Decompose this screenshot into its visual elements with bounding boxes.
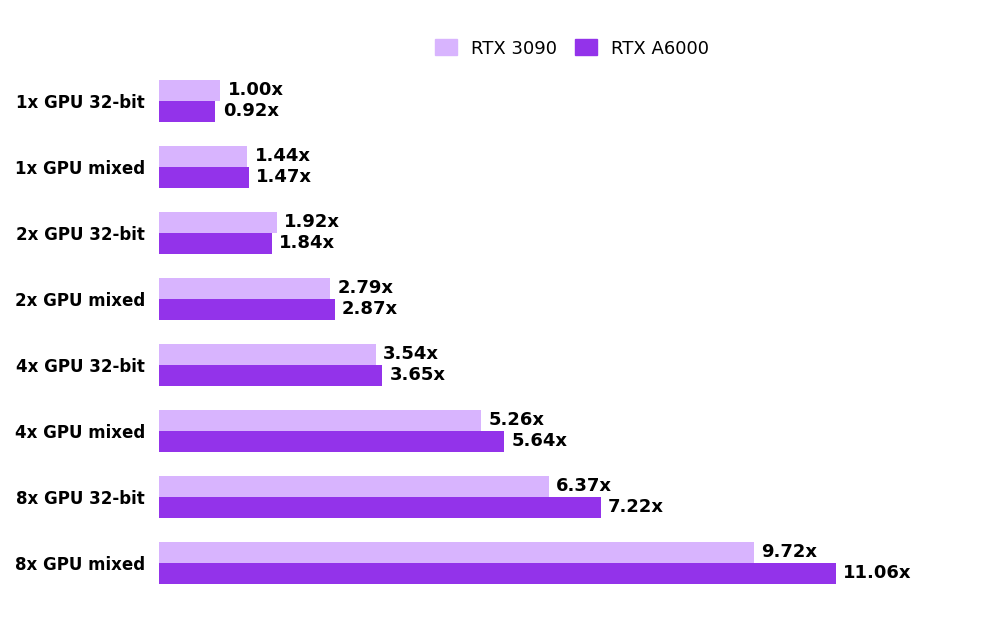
Bar [159,497,601,518]
Bar [159,563,836,584]
Text: 5.26x: 5.26x [488,412,544,429]
Bar [159,476,549,497]
Text: 11.06x: 11.06x [843,564,912,582]
Text: 5.64x: 5.64x [512,433,568,450]
Text: 7.22x: 7.22x [608,499,664,517]
Text: 3.54x: 3.54x [383,345,439,363]
Bar [159,167,249,188]
Bar [159,431,504,452]
Text: 3.65x: 3.65x [390,366,446,385]
Bar [159,410,481,431]
Text: 2.79x: 2.79x [337,279,393,297]
Text: 1.92x: 1.92x [284,213,340,231]
Text: 9.72x: 9.72x [761,543,817,561]
Bar [159,365,382,386]
Bar [159,211,277,233]
Bar [159,299,335,320]
Text: 2.87x: 2.87x [342,301,398,318]
Bar [159,146,247,167]
Bar [159,101,215,122]
Bar [159,344,376,365]
Bar [159,233,272,254]
Text: 0.92x: 0.92x [223,103,279,120]
Text: 1.44x: 1.44x [255,147,311,165]
Text: 1.00x: 1.00x [228,82,284,99]
Text: 1.84x: 1.84x [279,234,335,252]
Bar [159,80,220,101]
Text: 6.37x: 6.37x [556,477,612,496]
Text: 1.47x: 1.47x [256,168,312,187]
Bar [159,542,754,563]
Legend: RTX 3090, RTX A6000: RTX 3090, RTX A6000 [426,30,718,67]
Bar [159,278,330,299]
